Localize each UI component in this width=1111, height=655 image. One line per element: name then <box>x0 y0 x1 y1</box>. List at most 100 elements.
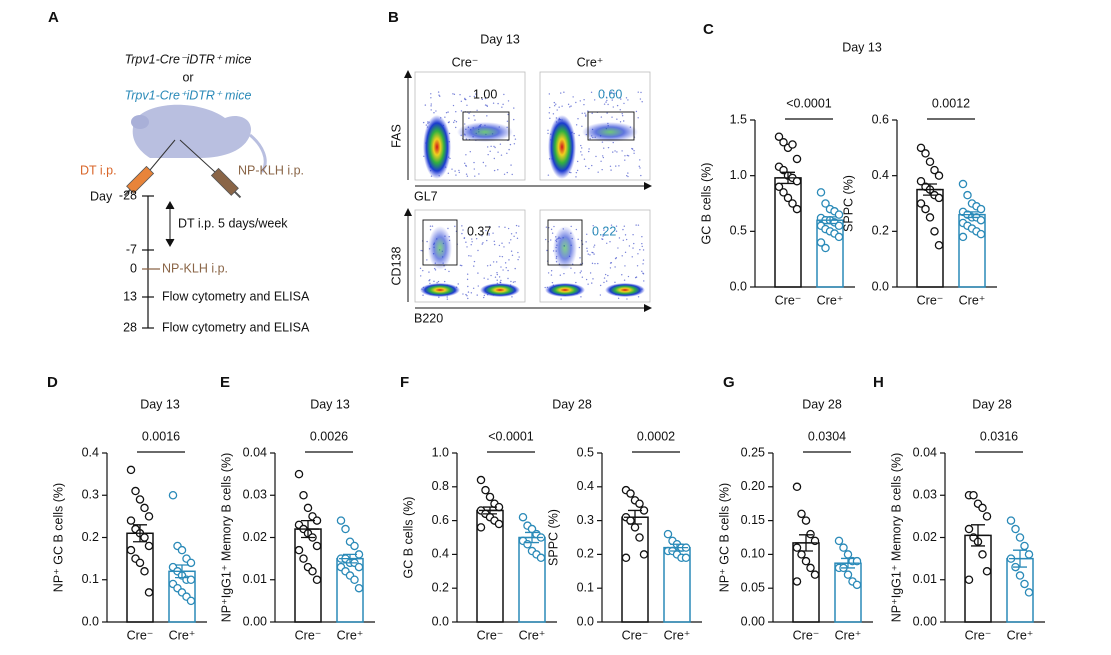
event-dot <box>624 155 626 157</box>
event-dot <box>603 91 605 93</box>
event-dot <box>585 241 587 243</box>
gate-value: 0.22 <box>592 224 616 238</box>
event-dot <box>454 126 457 129</box>
panel-label: E <box>220 374 230 391</box>
event-dot <box>579 263 582 265</box>
event-dot <box>474 175 476 177</box>
event-dot <box>422 269 424 272</box>
data-point <box>801 556 811 566</box>
event-dot <box>513 118 515 121</box>
event-dot <box>591 262 594 265</box>
event-dot <box>619 109 621 111</box>
y-tick-label: 0.15 <box>741 513 765 527</box>
event-dot <box>482 242 484 244</box>
mouse-test-label: Trpv1-Cre⁺iDTR⁺ mice <box>125 88 252 102</box>
event-dot <box>547 129 549 131</box>
event-dot <box>490 145 492 148</box>
event-dot <box>508 259 510 261</box>
data-point <box>930 165 939 175</box>
event-dot <box>593 99 596 101</box>
event-dot <box>575 124 578 126</box>
data-point <box>816 238 826 247</box>
data-point <box>1024 588 1034 597</box>
event-dot <box>512 281 515 283</box>
event-dot <box>604 273 607 276</box>
data-point <box>843 550 853 559</box>
event-dot <box>510 280 512 283</box>
span-note: DT i.p. 5 days/week <box>178 216 288 230</box>
event-dot <box>577 238 579 241</box>
plot-frame <box>539 71 651 181</box>
y-tick-label: 0.00 <box>243 614 267 628</box>
event-dot <box>484 97 487 100</box>
event-dot <box>507 277 509 280</box>
error-bar <box>967 524 989 547</box>
event-dot <box>621 115 624 117</box>
error-bar <box>961 211 983 219</box>
event-dot <box>430 93 432 95</box>
syringe-right <box>210 167 242 199</box>
data-point <box>834 232 844 242</box>
event-dot <box>633 150 635 152</box>
event-dot <box>473 115 475 117</box>
gate <box>462 111 510 141</box>
y-tick-label: 0.20 <box>741 479 765 493</box>
event-dot <box>515 232 517 234</box>
event-dot <box>635 224 637 226</box>
data-point <box>140 503 149 513</box>
panel-label: C <box>703 21 714 38</box>
event-dot <box>458 171 461 174</box>
event-dot <box>500 154 503 156</box>
event-dot <box>639 98 642 100</box>
event-dot <box>499 143 502 145</box>
data-point <box>834 221 844 231</box>
event-dot <box>504 226 506 229</box>
data-point <box>1006 516 1016 525</box>
event-dot <box>471 241 473 243</box>
event-dot <box>500 279 502 282</box>
error-bar <box>479 506 501 515</box>
event-dot <box>553 225 555 228</box>
data-point <box>626 516 635 525</box>
event-dot <box>460 110 463 112</box>
event-dot <box>473 168 475 170</box>
y-tick-label: 0.2 <box>577 547 594 561</box>
panel-label: D <box>47 374 58 391</box>
event-dot <box>481 243 483 245</box>
event-dot <box>641 245 643 248</box>
event-dot <box>592 225 594 227</box>
event-dot <box>580 270 582 272</box>
event-dot <box>452 93 454 95</box>
event-dot <box>621 150 623 152</box>
p-value: 0.0316 <box>980 429 1018 443</box>
event-dot <box>513 235 515 238</box>
data-point <box>958 232 968 242</box>
event-dot <box>579 100 581 102</box>
event-dot <box>507 269 509 272</box>
data-point <box>186 575 196 585</box>
event-dot <box>498 226 500 228</box>
event-dot <box>614 266 616 268</box>
data-point <box>797 550 806 559</box>
y-tick-label: 0.02 <box>913 530 937 544</box>
data-point <box>354 562 364 572</box>
event-dot <box>492 232 494 234</box>
event-dot <box>581 112 583 115</box>
x-tick-label: Cre⁻ <box>127 628 154 642</box>
arrowhead <box>404 70 412 78</box>
event-dot <box>447 172 450 174</box>
data-point <box>186 596 196 606</box>
y-tick-label: 0.0 <box>730 279 747 293</box>
event-dot <box>553 101 556 104</box>
event-dot <box>460 100 463 102</box>
event-dot <box>585 115 587 117</box>
event-dot <box>488 233 490 235</box>
event-dot <box>498 276 501 278</box>
event-dot <box>493 243 496 246</box>
y-tick-label: 0.03 <box>243 488 267 502</box>
y-tick-label: 1.0 <box>730 168 747 182</box>
event-dot <box>611 99 613 101</box>
data-point <box>126 516 136 525</box>
event-dot <box>618 165 620 167</box>
event-dot <box>601 141 604 143</box>
